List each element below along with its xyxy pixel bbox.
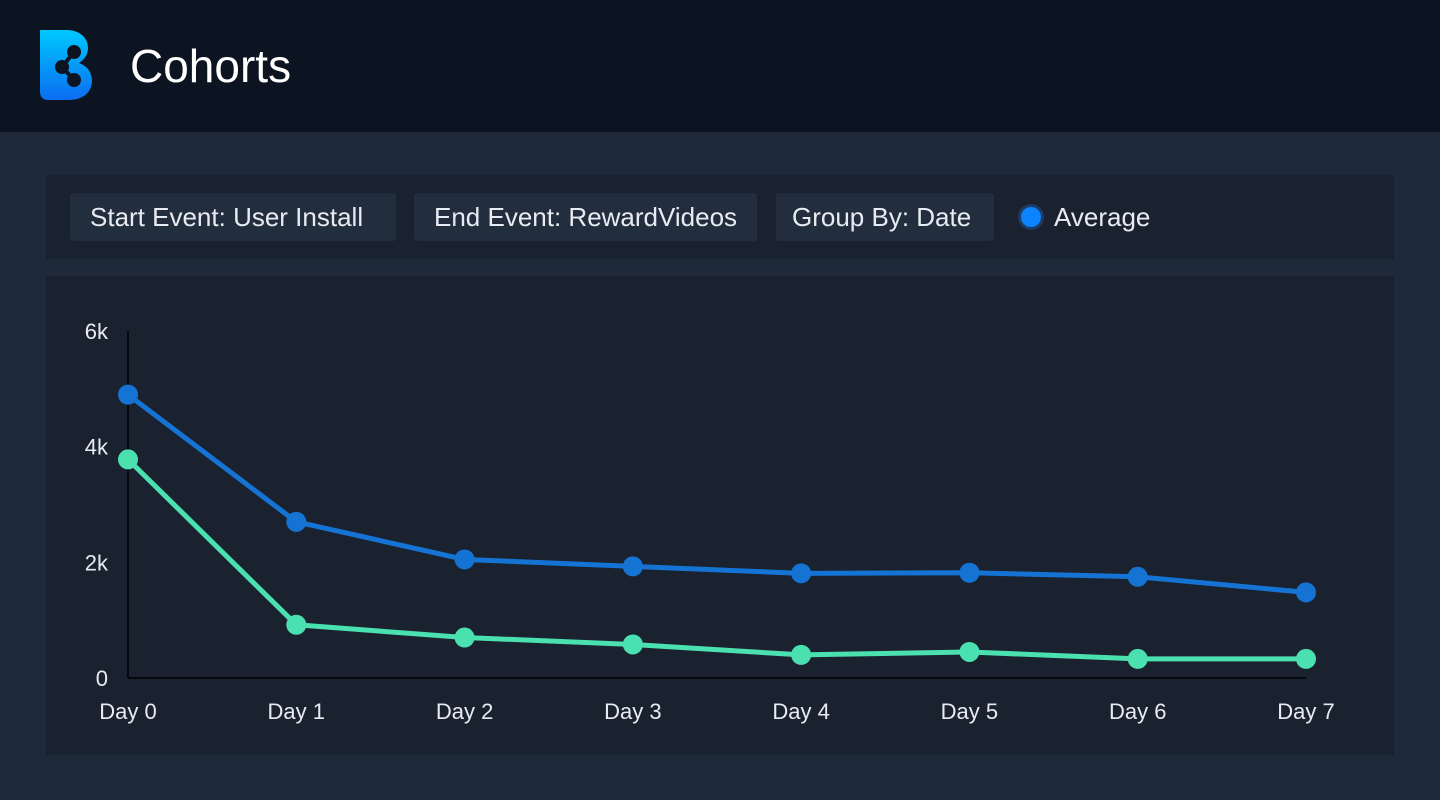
legend-dot-icon bbox=[1018, 204, 1044, 230]
y-tick-label: 4k bbox=[85, 435, 109, 460]
data-point[interactable] bbox=[118, 384, 138, 405]
x-tick-label: Day 3 bbox=[604, 699, 661, 724]
x-tick-label: Day 0 bbox=[99, 699, 156, 724]
data-point[interactable] bbox=[1127, 648, 1148, 669]
brand-logo-icon bbox=[40, 30, 92, 100]
data-point[interactable] bbox=[622, 556, 643, 577]
data-point[interactable] bbox=[286, 511, 307, 532]
data-point[interactable] bbox=[959, 641, 980, 662]
data-point[interactable] bbox=[286, 614, 307, 635]
data-point[interactable] bbox=[1296, 582, 1316, 603]
app-header: Cohorts bbox=[0, 0, 1440, 132]
cohort-filter-bar: Start Event: User Install End Event: Rew… bbox=[46, 175, 1394, 259]
y-tick-label: 0 bbox=[96, 666, 108, 691]
data-point[interactable] bbox=[118, 449, 138, 470]
data-point[interactable] bbox=[959, 562, 980, 583]
x-tick-label: Day 7 bbox=[1277, 699, 1334, 724]
legend-label: Average bbox=[1054, 201, 1151, 232]
x-tick-label: Day 6 bbox=[1109, 699, 1166, 724]
data-point[interactable] bbox=[791, 563, 812, 584]
series-line bbox=[125, 392, 1309, 595]
y-tick-label: 6k bbox=[85, 319, 109, 344]
x-tick-label: Day 5 bbox=[941, 699, 998, 724]
legend-average[interactable]: Average bbox=[1018, 193, 1150, 241]
x-tick-label: Day 2 bbox=[436, 699, 493, 724]
start-event-selector[interactable]: Start Event: User Install bbox=[70, 193, 396, 241]
data-point[interactable] bbox=[1296, 648, 1316, 669]
series-line bbox=[125, 456, 1309, 662]
end-event-selector[interactable]: End Event: RewardVideos bbox=[414, 193, 757, 241]
x-tick-label: Day 4 bbox=[772, 699, 829, 724]
page-title: Cohorts bbox=[130, 40, 292, 92]
data-point[interactable] bbox=[622, 634, 643, 655]
data-point[interactable] bbox=[454, 549, 475, 570]
cohort-line-chart: 0 2k 4k 6k Day 0 Day 1 Day 2 Day 3 Day 4 Day 5 Day… bbox=[85, 319, 1335, 724]
data-point[interactable] bbox=[454, 627, 475, 648]
chart-panel: 0 2k 4k 6k Day 0 Day 1 Day 2 Day 3 Day 4 Day 5 Day… bbox=[46, 276, 1394, 755]
x-tick-label: Day 1 bbox=[268, 699, 325, 724]
group-by-selector[interactable]: Group By: Date bbox=[776, 193, 994, 241]
data-point[interactable] bbox=[791, 644, 812, 665]
data-point[interactable] bbox=[1127, 566, 1148, 587]
y-tick-label: 2k bbox=[85, 550, 109, 575]
